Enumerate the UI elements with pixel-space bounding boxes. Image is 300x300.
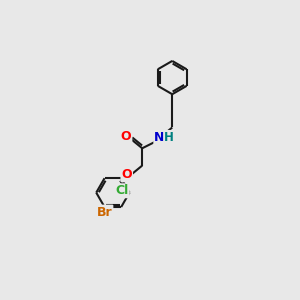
Text: O: O [122, 168, 132, 181]
Text: H: H [164, 131, 174, 144]
Text: N: N [154, 131, 165, 144]
Text: Br: Br [97, 206, 112, 219]
Text: Cl: Cl [116, 184, 129, 197]
Text: O: O [121, 130, 131, 143]
